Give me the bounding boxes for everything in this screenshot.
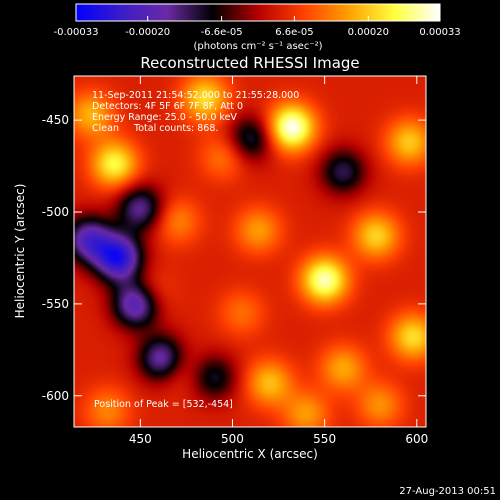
y-tick-label: -600: [42, 389, 69, 403]
x-axis-label: Heliocentric X (arcsec): [182, 447, 318, 461]
y-axis-ticks: -450 -500 -550 -600: [42, 113, 426, 403]
peak-position-label: Position of Peak = [532,-454]: [94, 399, 233, 410]
y-tick-label: -550: [42, 297, 69, 311]
colorbar-tick-label: 6.6e-05: [275, 27, 313, 38]
colorbar-tick-label: 0.00033: [419, 27, 460, 38]
colorbar-tick-label: -6.6e-05: [201, 27, 243, 38]
x-tick-label: 550: [313, 432, 336, 446]
colorbar-tick-label: -0.00033: [54, 27, 99, 38]
colorbar-ticks: -0.00033 -0.00020 -6.6e-05 6.6e-05 0.00020 0.…: [54, 16, 461, 38]
annotation-counts: Clean Total counts: 868.: [92, 123, 218, 134]
colorbar-frame: [75, 3, 441, 22]
x-tick-label: 450: [129, 432, 152, 446]
colorbar-units: (photons cm⁻² s⁻¹ asec⁻²): [193, 41, 322, 52]
colorbar: [76, 4, 440, 21]
annotation-time-range: 11-Sep-2011 21:54:52.000 to 21:55:28.000: [92, 90, 299, 101]
colorbar-tick-label: -0.00020: [125, 27, 170, 38]
annotation-energy-range: Energy Range: 25.0 - 50.0 keV: [92, 112, 237, 123]
x-tick-label: 500: [221, 432, 244, 446]
chart-title: Reconstructed RHESSI Image: [140, 54, 359, 72]
y-tick-label: -500: [42, 205, 69, 219]
annotation-detectors: Detectors: 4F 5F 6F 7F 8F, Att 0: [92, 101, 243, 112]
heatmap-image: [74, 76, 426, 427]
y-axis-label: Heliocentric Y (arcsec): [13, 184, 27, 319]
footer-timestamp: 27-Aug-2013 00:51: [399, 486, 496, 497]
y-tick-label: -450: [42, 113, 69, 127]
x-tick-label: 600: [405, 432, 428, 446]
x-axis-ticks: 450 500 550 600: [129, 76, 428, 446]
colorbar-tick-label: 0.00020: [348, 27, 389, 38]
plot-frame: [73, 75, 427, 428]
